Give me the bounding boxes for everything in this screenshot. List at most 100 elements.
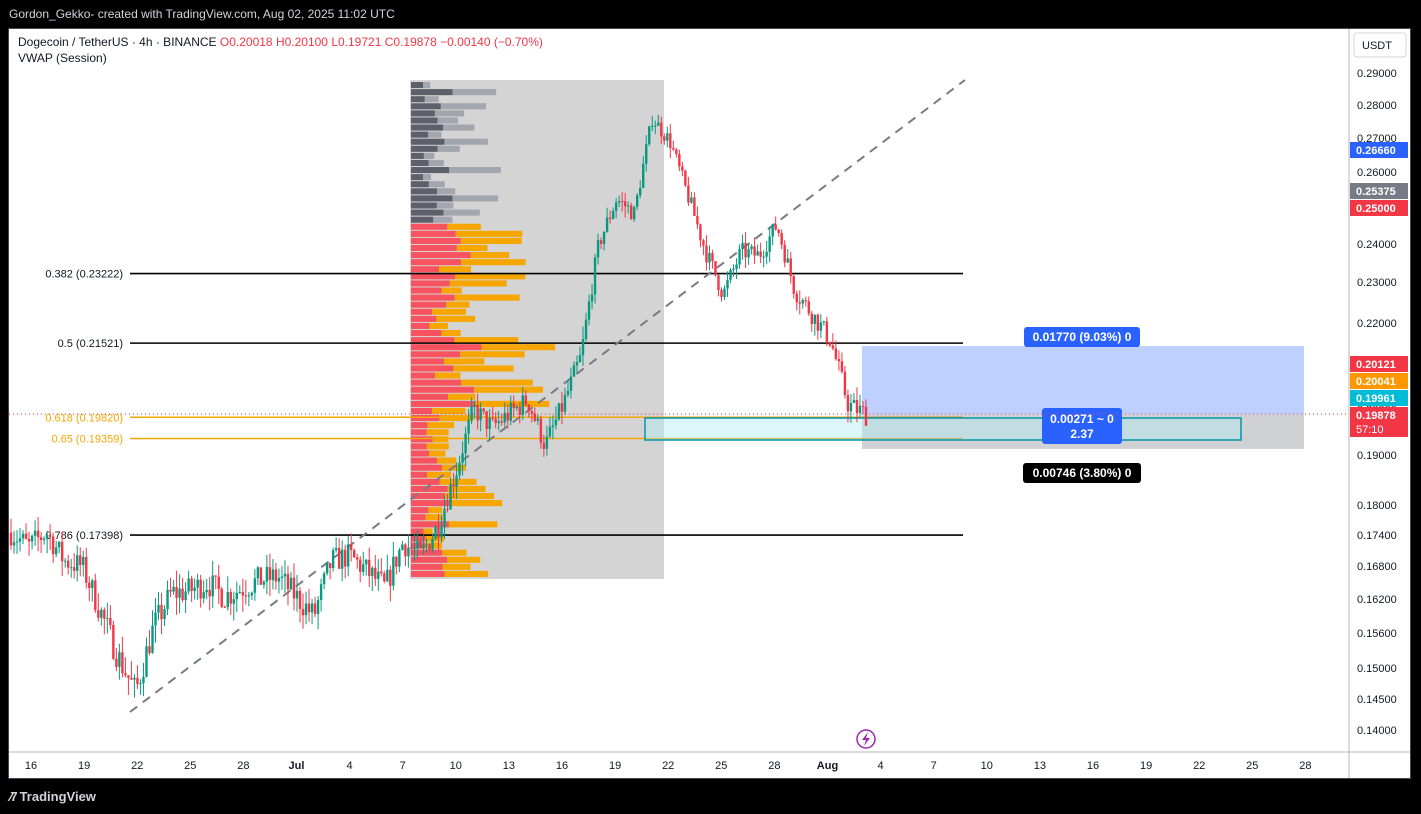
candle-body [443, 508, 446, 528]
volume-bar [411, 266, 440, 273]
volume-bar [411, 82, 423, 89]
volume-bar [411, 570, 445, 577]
volume-bar [411, 287, 442, 294]
candle-body [666, 133, 669, 141]
candle-body [377, 571, 380, 579]
candle-body [340, 549, 344, 569]
price-axis-tags: 0.26660 0.25375 0.25000 0.20121 0.20041 0.199… [1350, 142, 1408, 437]
volume-bar [456, 244, 488, 252]
volume-bar [443, 124, 475, 131]
candle-body [413, 548, 416, 550]
candle-body [660, 122, 663, 137]
candle-body [130, 677, 133, 680]
candle-body [840, 361, 844, 372]
candle-body [88, 582, 91, 589]
candle-body [440, 527, 443, 538]
volume-bar [411, 429, 427, 436]
candle-body [392, 556, 395, 586]
candle-body [94, 580, 97, 611]
candle-body [795, 293, 798, 303]
volume-bar [411, 372, 435, 379]
candle-body [557, 403, 561, 420]
time-axis[interactable]: 16 19 22 25 28 Jul 4 7 10 13 16 19 22 25 28 Aug 4 7 10 13 16… [25, 760, 1312, 772]
long-position-tool[interactable]: 0.01770 (9.03%) 0 0.00746 (3.80%) 0 0.0027… [644, 327, 1304, 483]
indicator-vwap[interactable]: VWAP (Session) [18, 51, 107, 65]
candle-body [843, 371, 847, 396]
ohlc-close: C0.19878 [384, 35, 437, 49]
candle-body [313, 603, 317, 614]
volume-bar [423, 174, 431, 181]
candle-body [163, 609, 166, 620]
volume-bar [437, 145, 460, 152]
price-tick-label: 0.26000 [1357, 167, 1397, 179]
lightning-icon[interactable] [856, 729, 876, 749]
candle-body [467, 420, 470, 434]
candle-body [648, 126, 651, 145]
candle-body [642, 163, 645, 189]
volume-bar [411, 436, 433, 443]
time-tick-label: 7 [931, 760, 937, 772]
volume-bar [432, 436, 449, 443]
price-tag-bg [1350, 142, 1408, 158]
volume-bar [423, 528, 433, 535]
candle-body [452, 484, 455, 487]
price-tick-label: 0.16200 [1357, 594, 1397, 606]
candle-body [295, 590, 299, 599]
candle-body [614, 202, 618, 211]
candle-body [804, 300, 807, 302]
candle-body [563, 394, 567, 412]
candle-body [446, 508, 449, 510]
candle-body [855, 400, 859, 414]
volume-bar [437, 188, 456, 195]
price-tick-label: 0.18000 [1357, 500, 1397, 512]
symbol-name[interactable]: Dogecoin / TetherUS · 4h · BINANCE [18, 35, 217, 49]
volume-bar [411, 500, 450, 507]
candle-body [307, 603, 311, 613]
volume-bar [411, 280, 450, 287]
price-tick-label: 0.15000 [1357, 663, 1397, 675]
candle-body [328, 563, 332, 568]
time-tick-label: 7 [400, 760, 406, 772]
candle-body [232, 599, 235, 604]
candle-body [199, 579, 202, 599]
stop-label: 0.00746 (3.80%) 0 [1033, 466, 1132, 480]
candle-body [283, 573, 287, 577]
volume-bar [441, 287, 462, 294]
candle-body [837, 358, 841, 362]
volume-bar [411, 181, 429, 188]
candle-body [741, 242, 744, 250]
volume-bar [411, 152, 424, 159]
candle-body [274, 569, 278, 582]
candle-body [590, 294, 594, 302]
candle-body [106, 617, 109, 619]
currency-label: USDT [1362, 40, 1392, 52]
candle-body [780, 233, 783, 245]
volume-bar [425, 542, 443, 549]
candle-body [97, 610, 100, 618]
currency-button[interactable] [1353, 32, 1407, 58]
candle-body [404, 544, 407, 557]
fib-retracement[interactable]: 0.382 (0.23222) 0.5 (0.21521) 0.618 (0.198… [45, 269, 963, 543]
volume-bar [428, 507, 443, 514]
candle-body [292, 577, 296, 599]
volume-bar [411, 259, 462, 266]
volume-bar [449, 167, 501, 174]
volume-bar [470, 252, 510, 259]
candle-body [362, 564, 365, 572]
volume-bar [444, 138, 488, 145]
volume-bar [437, 457, 457, 464]
candle-body [395, 556, 398, 567]
trend-line[interactable] [129, 79, 966, 713]
candle-body [76, 555, 79, 571]
volume-bar [411, 188, 438, 195]
candle-body [548, 426, 552, 437]
candle-body [810, 313, 814, 324]
candle-body [343, 549, 347, 567]
volume-bar [433, 216, 453, 223]
volume-bar [439, 266, 472, 273]
candle-body [732, 268, 735, 271]
candle-body [822, 321, 826, 323]
candle-body [599, 240, 603, 244]
target-zone [862, 346, 1304, 415]
